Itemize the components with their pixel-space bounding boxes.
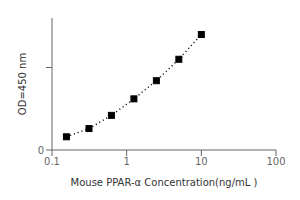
svg-text:Mouse PPAR-α Concentration(ng/: Mouse PPAR-α Concentration(ng/mL ) [71, 177, 258, 188]
svg-text:10: 10 [195, 156, 208, 167]
svg-text:0: 0 [38, 145, 44, 156]
svg-text:1: 1 [123, 156, 129, 167]
svg-text:0.1: 0.1 [44, 156, 60, 167]
svg-text:100: 100 [266, 156, 285, 167]
svg-text:OD=450 nm: OD=450 nm [17, 53, 28, 115]
